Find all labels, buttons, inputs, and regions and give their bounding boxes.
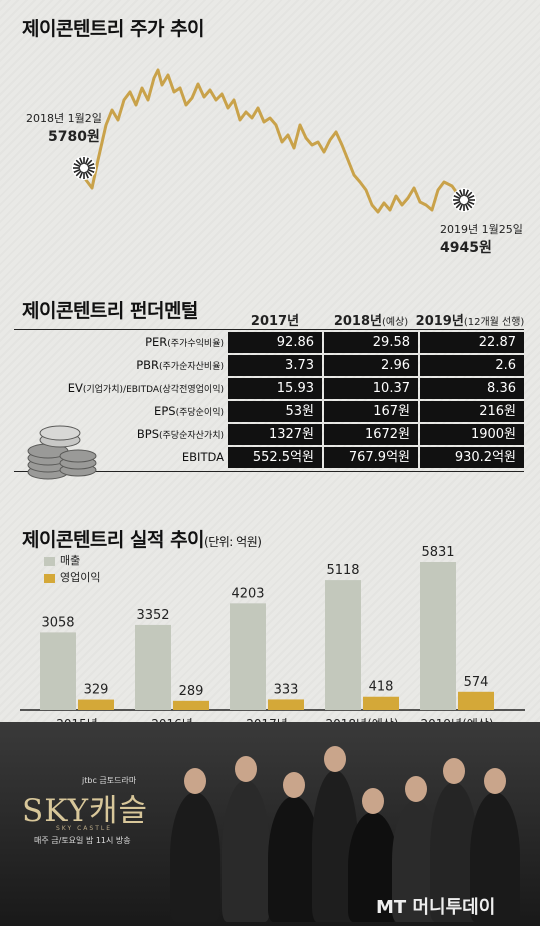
person-head — [283, 772, 305, 798]
start-date-label: 2018년 1월2일 — [26, 112, 102, 125]
table-cell: 930.2억원 — [420, 447, 524, 468]
bar-op-label: 418 — [369, 680, 394, 695]
person-head — [443, 758, 465, 784]
bar-sales-label: 5118 — [326, 563, 359, 578]
row-label: PBR(주가순자산비율) — [136, 358, 224, 372]
table-cell: 167원 — [324, 401, 418, 422]
bar-sales-label: 3058 — [41, 615, 74, 630]
bar-sales-label: 3352 — [136, 608, 169, 623]
person-figure — [348, 812, 398, 922]
end-price-label: 4945원 — [440, 240, 492, 256]
bar-op — [363, 696, 399, 710]
person-head — [362, 788, 384, 814]
person-figure — [268, 796, 320, 922]
table-bottom-rule — [14, 471, 524, 472]
table-cell: 767.9억원 — [324, 447, 418, 468]
bar-op-label: 574 — [464, 675, 489, 690]
stock-series-line — [80, 68, 464, 214]
performance-bar-chart: 30583292015년33522892016년42033332017년5118… — [20, 545, 525, 731]
table-row: BPS(주당순자산가치) 1327원 1672원 1900원 — [14, 424, 524, 445]
header-2019: 2019년(12개월 선행) — [415, 314, 525, 329]
person-head — [235, 756, 257, 782]
stock-title: 제이콘텐트리 주가 추이 — [22, 18, 205, 40]
table-row: EPS(주당순이익) 53원 167원 216원 — [14, 401, 524, 422]
person-head — [484, 768, 506, 794]
start-point-marker — [72, 156, 96, 180]
table-cell: 2.96 — [324, 355, 418, 376]
bar-sales — [40, 632, 76, 710]
table-cell: 1900원 — [420, 424, 524, 445]
table-cell: 216원 — [420, 401, 524, 422]
fundamentals-title: 제이콘텐트리 펀더멘털 — [22, 300, 198, 322]
schedule-label: 매주 금/토요일 밤 11시 방송 — [34, 836, 131, 845]
bar-op-label: 289 — [179, 684, 204, 699]
bar-sales — [325, 580, 361, 710]
end-date-label: 2019년 1월25일 — [440, 223, 523, 236]
person-head — [324, 746, 346, 772]
bar-op — [268, 699, 304, 710]
show-subtitle: SKY CASTLE — [56, 825, 113, 832]
table-cell: 29.58 — [324, 332, 418, 353]
show-title: SKY캐슬 — [22, 793, 149, 829]
broadcaster-label: jtbc 금토드라마 — [82, 776, 137, 785]
table-row: PBR(주가순자산비율) 3.73 2.96 2.6 — [14, 355, 524, 376]
bar-op — [458, 691, 494, 710]
bar-op — [173, 700, 209, 710]
row-label: EV(기업가치)/EBITDA(상각전영업이익) — [67, 381, 224, 395]
table-row: EV(기업가치)/EBITDA(상각전영업이익) 15.93 10.37 8.36 — [14, 378, 524, 399]
table-top-rule — [14, 329, 524, 330]
person-figure — [222, 780, 270, 922]
row-label: EBITDA — [181, 450, 224, 464]
table-cell: 10.37 — [324, 378, 418, 399]
stock-line-chart — [72, 68, 476, 214]
table-cell: 22.87 — [420, 332, 524, 353]
table-cell: 1672원 — [324, 424, 418, 445]
bar-sales — [230, 603, 266, 710]
coins-illustration — [27, 425, 97, 480]
table-cell: 2.6 — [420, 355, 524, 376]
row-label: EPS(주당순이익) — [154, 404, 224, 418]
table-cell: 15.93 — [228, 378, 322, 399]
fundamentals-table: 2017년 2018년(예상) 2019년(12개월 선행) PER(주가수익비… — [14, 314, 524, 470]
table-cell: 552.5억원 — [228, 447, 322, 468]
source-credit: MT 머니투데이 — [376, 897, 496, 918]
header-2017: 2017년 — [250, 314, 300, 329]
table-header: 2017년 2018년(예상) 2019년(12개월 선행) — [14, 310, 524, 329]
start-price-label: 5780원 — [48, 129, 100, 145]
table-row: EBITDA 552.5억원 767.9억원 930.2억원 — [14, 447, 524, 468]
legend-op: 영업이익 — [44, 569, 100, 585]
person-figure — [170, 792, 220, 922]
person-head — [405, 776, 427, 802]
bar-op-label: 333 — [274, 682, 299, 697]
person-head — [184, 768, 206, 794]
table-cell: 53원 — [228, 401, 322, 422]
table-cell: 3.73 — [228, 355, 322, 376]
bar-sales-label: 4203 — [231, 586, 264, 601]
bar-sales — [135, 624, 171, 710]
table-row: PER(주가수익비율) 92.86 29.58 22.87 — [14, 332, 524, 353]
bar-sales-label: 5831 — [421, 545, 454, 560]
bar-sales — [420, 562, 456, 710]
row-label: PER(주가수익비율) — [145, 335, 224, 349]
table-cell: 1327원 — [228, 424, 322, 445]
bar-op-label: 329 — [84, 683, 109, 698]
bar-op — [78, 699, 114, 710]
end-point-marker — [452, 188, 476, 212]
performance-title: 제이콘텐트리 실적 추이(단위: 억원) — [22, 529, 262, 551]
row-label: BPS(주당순자산가치) — [136, 427, 224, 441]
table-cell: 92.86 — [228, 332, 322, 353]
header-2018: 2018년(예상) — [333, 314, 409, 329]
person-figure — [470, 792, 520, 922]
table-cell: 8.36 — [420, 378, 524, 399]
legend-sales: 매출 — [44, 552, 80, 568]
